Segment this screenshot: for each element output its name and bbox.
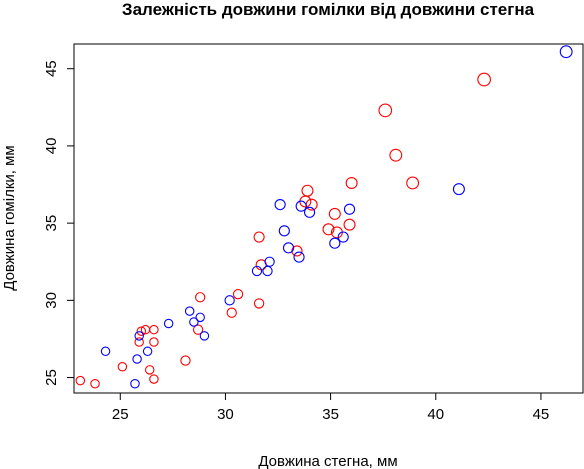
data-point (378, 103, 393, 118)
data-point (452, 183, 465, 196)
data-point (90, 378, 100, 389)
data-point (559, 45, 573, 59)
data-point (343, 218, 356, 231)
data-point (144, 365, 155, 375)
data-point (149, 324, 159, 335)
data-point (328, 207, 341, 220)
data-point (142, 346, 153, 357)
data-point (251, 265, 263, 277)
x-tick-label: 30 (217, 406, 234, 423)
x-tick-label: 45 (533, 406, 550, 423)
data-point (149, 337, 159, 347)
data-point (262, 265, 273, 277)
data-point (477, 72, 491, 87)
data-point (274, 199, 286, 211)
data-point (282, 242, 295, 254)
data-point (329, 237, 341, 249)
data-point (117, 361, 128, 372)
data-point (75, 375, 86, 386)
plot-frame (73, 43, 584, 394)
data-point (278, 225, 290, 237)
y-tick-label: 45 (43, 60, 60, 77)
data-point (134, 337, 144, 347)
data-point (293, 251, 305, 263)
data-point (184, 306, 195, 316)
data-point (130, 378, 140, 389)
chart-title: Залежність довжини гомілки від довжини с… (122, 0, 535, 19)
data-points (75, 45, 573, 389)
data-point (406, 176, 420, 190)
data-point (337, 231, 349, 243)
data-point (305, 198, 318, 211)
data-point (149, 374, 159, 384)
y-tick-label: 35 (43, 215, 60, 232)
data-point (134, 331, 144, 341)
data-point (253, 298, 265, 309)
data-point (303, 206, 316, 218)
data-point (180, 355, 191, 366)
data-point (100, 346, 111, 357)
x-tick-label: 35 (322, 406, 339, 423)
data-point (345, 176, 358, 189)
data-point (301, 184, 314, 197)
data-point (295, 200, 307, 212)
y-tick-label: 30 (43, 292, 60, 309)
x-axis: 25 30 35 40 45 (112, 393, 549, 423)
data-point (195, 292, 206, 303)
x-tick-label: 25 (112, 406, 129, 423)
data-point (132, 354, 142, 364)
data-point (264, 256, 275, 267)
data-point (199, 331, 210, 341)
data-point (322, 223, 335, 236)
data-point (192, 324, 204, 335)
data-point (226, 307, 237, 318)
data-point (136, 326, 147, 336)
y-tick-label: 25 (43, 369, 60, 386)
data-point (343, 203, 356, 215)
data-point (253, 231, 265, 243)
y-tick-label: 40 (43, 138, 60, 155)
y-axis-label: Довжина гомілки, мм (1, 145, 18, 290)
y-axis: 25 30 35 40 45 (43, 60, 74, 386)
data-point (163, 318, 174, 329)
data-point (232, 288, 244, 300)
data-point (189, 317, 199, 327)
data-point (389, 148, 403, 162)
data-point (224, 295, 235, 306)
x-axis-label: Довжина стегна, мм (258, 453, 397, 469)
data-point (195, 312, 205, 323)
x-tick-label: 40 (427, 406, 444, 423)
